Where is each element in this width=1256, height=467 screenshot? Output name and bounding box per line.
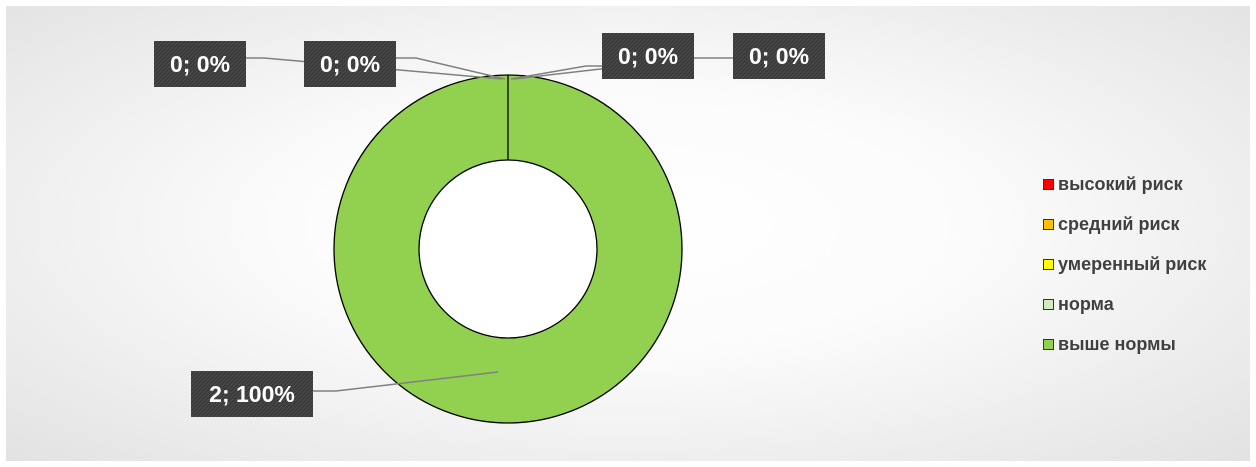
- data-label-box: [304, 41, 396, 87]
- data-label: 2; 100%: [209, 381, 295, 407]
- data-label-leader-line: [313, 371, 499, 392]
- legend-swatch-high-risk: [1043, 178, 1054, 190]
- data-label: 0; 0%: [320, 51, 380, 77]
- data-label-box: [602, 33, 694, 79]
- legend-item: норма: [1043, 284, 1243, 324]
- legend-item: умеренный риск: [1043, 244, 1243, 284]
- legend-item: высокий риск: [1043, 164, 1243, 204]
- legend-swatch-norm: [1043, 298, 1054, 310]
- data-label-box: [154, 41, 246, 87]
- legend-swatch-moderate-risk: [1043, 258, 1054, 270]
- legend-swatch-medium-risk: [1043, 218, 1054, 230]
- data-label: 0; 0%: [749, 43, 809, 69]
- donut-chart: 0; 0% 0; 0% 0; 0% 0; 0% 2; 100%: [154, 33, 825, 424]
- chart-area: 0; 0% 0; 0% 0; 0% 0; 0% 2; 100% высокий риск…: [6, 6, 1250, 461]
- data-label-box: [191, 371, 313, 417]
- legend-label: высокий риск: [1058, 173, 1183, 194]
- legend-label: норма: [1058, 293, 1114, 314]
- donut-hole: [418, 159, 598, 339]
- legend-item: выше нормы: [1043, 324, 1243, 364]
- data-label-leader-line: [396, 57, 506, 80]
- data-label-leader-line: [510, 65, 602, 80]
- data-label-box: [733, 33, 825, 79]
- data-label-leader-line: [513, 57, 733, 80]
- legend: высокий риск средний риск умеренный риск…: [1043, 164, 1243, 364]
- legend-label: средний риск: [1058, 213, 1180, 234]
- data-label-leader-line: [246, 57, 503, 80]
- data-label: 0; 0%: [170, 51, 230, 77]
- legend-item: средний риск: [1043, 204, 1243, 244]
- legend-swatch-above-norm: [1043, 338, 1054, 350]
- legend-label: умеренный риск: [1058, 253, 1207, 274]
- data-label: 0; 0%: [618, 43, 678, 69]
- legend-label: выше нормы: [1058, 333, 1176, 354]
